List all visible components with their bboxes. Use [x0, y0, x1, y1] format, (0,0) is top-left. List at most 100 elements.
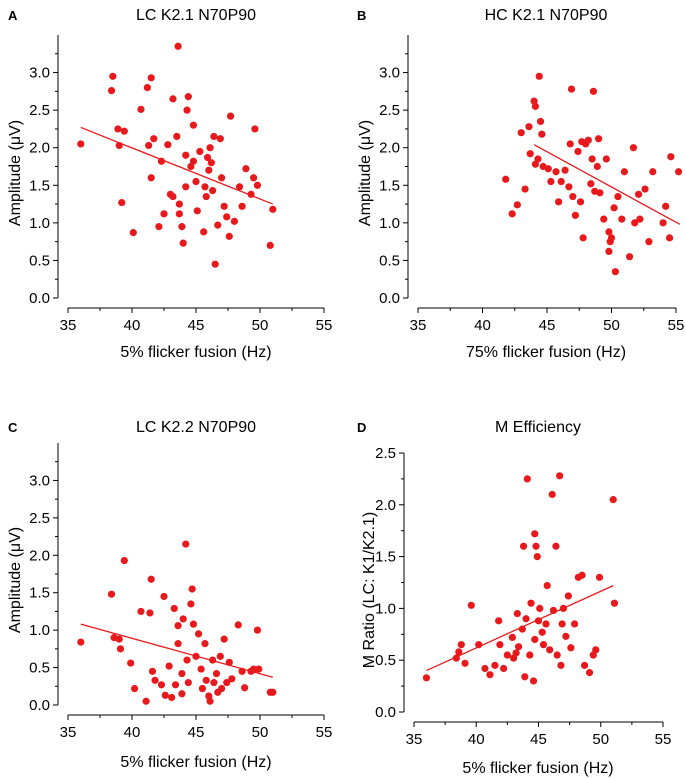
data-point-a: [266, 241, 274, 249]
data-point-d: [578, 571, 586, 579]
data-point-b: [534, 155, 542, 163]
x-tick-label-a: 50: [252, 317, 269, 334]
data-point-c: [201, 640, 209, 648]
data-point-a: [226, 112, 235, 120]
data-point-d: [595, 573, 604, 581]
data-point-d: [556, 472, 564, 480]
data-point-d: [455, 648, 463, 656]
y-tick-label-d: 1.5: [375, 549, 396, 566]
data-point-a: [173, 132, 181, 141]
chart-title-b: HC K2.1 N70P90: [485, 7, 608, 24]
data-point-a: [147, 74, 155, 82]
data-point-a: [210, 132, 218, 141]
data-point-c: [161, 691, 169, 699]
data-point-b: [502, 175, 510, 183]
data-point-b: [600, 215, 608, 223]
data-point-d: [457, 641, 465, 649]
x-tick-label-c: 45: [188, 724, 205, 741]
data-point-d: [564, 592, 572, 600]
y-axis-label-a: Amplitude (μV): [7, 120, 24, 226]
data-point-a: [174, 42, 182, 50]
data-point-a: [220, 202, 228, 210]
data-point-a: [253, 181, 262, 189]
data-point-c: [220, 635, 228, 643]
data-point-b: [629, 144, 638, 152]
data-point-d: [542, 620, 550, 628]
x-tick-label-a: 35: [60, 317, 77, 334]
data-point-a: [223, 213, 231, 221]
data-point-d: [529, 677, 538, 685]
data-point-c: [179, 615, 187, 623]
data-point-c: [194, 630, 203, 638]
data-point-a: [129, 229, 137, 237]
data-point-a: [250, 174, 258, 182]
x-tick-label-a: 55: [316, 317, 333, 334]
data-point-a: [169, 192, 177, 201]
y-tick-label-c: 2.0: [29, 547, 50, 564]
data-point-a: [160, 210, 168, 218]
data-point-b: [625, 253, 634, 261]
panel-letter-a: A: [8, 8, 18, 23]
data-point-b: [547, 177, 555, 186]
data-point-d: [609, 496, 617, 504]
chart-title-c: LC K2.2 N70P90: [136, 419, 256, 436]
data-point-b: [662, 202, 670, 210]
data-point-c: [228, 675, 236, 683]
data-point-d: [527, 599, 535, 607]
data-point-c: [174, 640, 182, 648]
data-point-c: [188, 585, 196, 593]
data-point-a: [157, 157, 166, 165]
data-point-c: [223, 678, 231, 687]
data-point-d: [508, 633, 516, 642]
data-point-d: [521, 673, 529, 681]
y-tick-label-c: 0.5: [29, 660, 50, 677]
data-point-d: [553, 651, 561, 659]
data-point-b: [521, 185, 529, 193]
data-point-a: [192, 177, 200, 186]
data-point-c: [253, 626, 262, 634]
data-point-d: [522, 615, 530, 623]
data-point-d: [571, 620, 579, 628]
data-point-d: [496, 641, 504, 649]
x-tick-label-c: 55: [316, 724, 333, 741]
data-point-b: [579, 234, 587, 242]
data-point-c: [250, 665, 258, 673]
panel-letter-d: D: [357, 420, 366, 435]
data-point-c: [77, 638, 85, 646]
data-point-c: [170, 604, 178, 613]
x-axis-label-d: 5% flicker fusion (Hz): [462, 760, 613, 777]
data-point-a: [202, 192, 210, 201]
y-tick-label-b: 1.5: [379, 177, 400, 194]
data-point-d: [533, 553, 541, 561]
data-point-b: [552, 168, 560, 176]
data-point-b: [614, 192, 622, 201]
x-tick-label-a: 40: [124, 317, 141, 334]
data-point-b: [605, 247, 613, 256]
data-point-b: [525, 123, 533, 131]
y-tick-label-c: 2.5: [29, 510, 50, 527]
data-point-d: [518, 625, 526, 633]
data-point-d: [452, 654, 460, 662]
y-tick-label-b: 0.5: [379, 252, 400, 269]
data-point-d: [461, 659, 469, 667]
data-point-a: [182, 151, 190, 159]
data-point-a: [137, 105, 145, 113]
data-point-c: [225, 658, 233, 666]
data-point-b: [605, 228, 613, 236]
data-point-c: [115, 635, 123, 643]
x-axis-label-c: 5% flicker fusion (Hz): [120, 754, 271, 771]
data-point-a: [178, 223, 186, 231]
data-point-c: [182, 540, 190, 548]
data-point-a: [120, 127, 128, 135]
data-point-b: [631, 219, 639, 227]
data-point-b: [665, 234, 674, 242]
data-point-c: [142, 697, 150, 705]
data-point-c: [168, 693, 176, 702]
x-tick-label-d: 40: [468, 731, 485, 748]
data-point-a: [207, 159, 215, 167]
y-tick-label-a: 2.5: [29, 102, 50, 119]
data-point-d: [558, 620, 566, 628]
data-point-b: [566, 140, 574, 148]
panel-b: B HC K2.1 N70P90 35 40 45 50 55 0.0 0.5 1.0 1.5 2…: [357, 7, 684, 361]
x-tick-label-b: 50: [603, 317, 620, 334]
